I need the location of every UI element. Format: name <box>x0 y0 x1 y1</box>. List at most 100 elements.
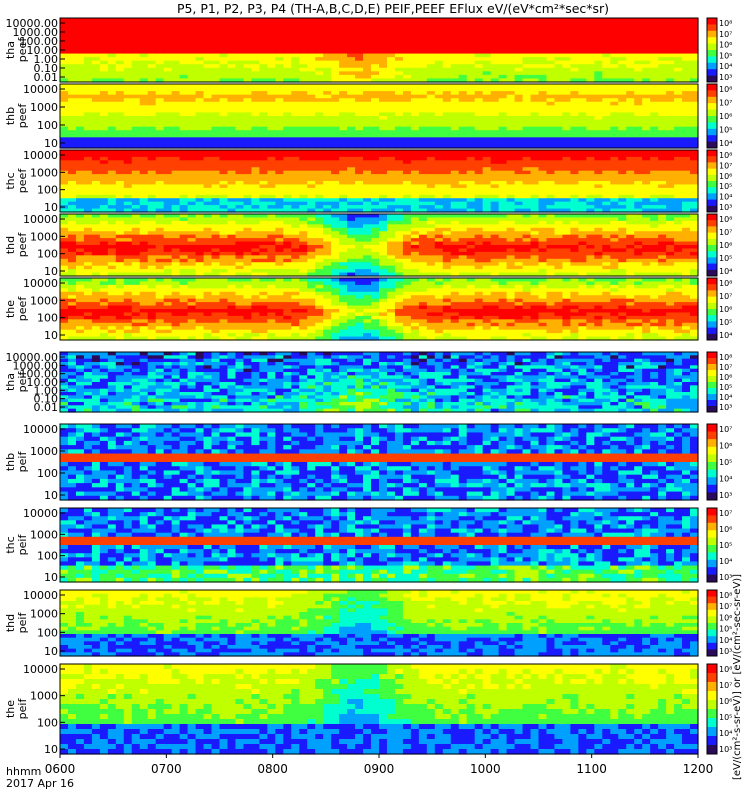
time-axis: 0600 0700 0800 0900 1000 1100 1200 <box>45 754 713 776</box>
y-tick-label: 10000 <box>23 277 58 290</box>
y-tick-label: 10000 <box>23 149 58 162</box>
y-tick-label: 100 <box>37 550 58 563</box>
panel-ylabel: peif <box>16 451 29 473</box>
spectrogram-panel: 10000 1000 100 10 the peef 10⁸ 10⁷ 10⁶ 10⁵ 10⁴ <box>4 277 732 342</box>
x-tick-label: 1100 <box>576 762 607 776</box>
y-tick-label: 10000.00 <box>6 351 59 364</box>
panel-frame <box>59 589 699 657</box>
colorbar-tick-label: 10⁷ <box>719 228 732 237</box>
colorbar-tick-label: 10⁷ <box>719 509 732 518</box>
y-tick-label: 1000.00 <box>13 359 59 372</box>
time-axis-label: hhmm <box>6 765 41 778</box>
y-tick-label: 100.00 <box>20 368 59 381</box>
y-tick-label: 100 <box>37 119 58 132</box>
spectrogram-panel: 10000 1000 100 10 thb peif 10⁷ 10⁶ 10⁵ 10⁴ 10³ <box>4 423 732 502</box>
x-tick-label: 0700 <box>151 762 182 776</box>
colorbar-tick-label: 10⁵ <box>719 182 732 191</box>
x-tick-label: 0600 <box>45 762 76 776</box>
y-tick-label: 100.00 <box>20 35 59 48</box>
colorbar-tick-label: 10⁵ <box>719 51 732 60</box>
y-tick-label: 1000 <box>30 528 58 541</box>
y-tick-label: 100 <box>37 248 58 261</box>
y-tick-label: 1.00 <box>34 384 59 397</box>
x-tick-label: 0900 <box>364 762 395 776</box>
colorbar-tick-label: 10⁷ <box>719 30 732 39</box>
x-tick-label: 0800 <box>257 762 288 776</box>
colorbar-tick-label: 10⁴ <box>719 475 732 484</box>
y-tick-label: 10 <box>44 489 58 502</box>
spectrogram-panel: 10000 1000 100 10 the peif 10⁸ 10⁷ 10⁶ 10⁵ 10⁴ 10³ <box>4 663 732 756</box>
colorbar-tick-label: 10⁶ <box>719 373 732 382</box>
colorbar-tick-label: 10³ <box>719 647 732 656</box>
panel-ylabel: thd <box>4 236 17 254</box>
colorbar: 10⁸ 10⁷ 10⁶ 10⁵ 10⁴ <box>706 83 732 149</box>
panel-ylabel: thc <box>4 536 17 553</box>
colorbar: 10⁸ 10⁷ 10⁶ 10⁵ 10⁴ <box>706 213 732 277</box>
spectrogram-panel: 10000 1000 100 10 thd peif 10⁸ 10⁷ 10⁶ 10⁵ 10⁴ 10³ <box>4 589 732 658</box>
y-tick-label: 100 <box>37 716 58 729</box>
colorbar: 10⁸ 10⁷ 10⁶ 10⁵ 10⁴ <box>706 277 732 341</box>
panel-frame <box>59 423 699 501</box>
colorbar-tick-label: 10⁶ <box>719 305 732 314</box>
colorbar-tick-label: 10⁷ <box>719 602 732 611</box>
y-tick-label: 10.00 <box>27 376 59 389</box>
colorbar-tick-label: 10³ <box>719 491 732 500</box>
y-tick-label: 10 <box>44 743 58 756</box>
colorbar-tick-label: 10⁷ <box>719 99 732 108</box>
y-tick-label: 1000 <box>30 690 58 703</box>
colorbar-tick-label: 10⁵ <box>719 625 732 634</box>
colorbar-tick-label: 10⁶ <box>719 172 732 181</box>
y-tick-label: 1000 <box>30 445 58 458</box>
y-tick-label: 1000 <box>30 101 58 114</box>
y-tick-label: 0.10 <box>34 393 59 406</box>
colorbar-tick-label: 10⁸ <box>719 151 732 160</box>
colorbar-tick-label: 10⁸ <box>719 279 732 288</box>
panel-ylabel: thc <box>4 172 17 189</box>
y-tick-label: 0.10 <box>34 62 59 75</box>
panel-frame <box>59 277 699 341</box>
colorbar-tick-label: 10⁴ <box>719 729 732 738</box>
y-tick-label: 1000.00 <box>13 26 59 39</box>
colorbar: 10⁷ 10⁶ 10⁵ 10⁴ 10³ <box>706 507 732 583</box>
colorbar-tick-label: 10⁴ <box>719 636 732 645</box>
y-tick-label: 100 <box>37 626 58 639</box>
panel-ylabel: the <box>4 300 17 318</box>
colorbar-tick-label: 10⁵ <box>719 458 732 467</box>
panel-frame <box>59 149 699 213</box>
colorbar-tick-label: 10⁴ <box>719 62 732 71</box>
panel-ylabel: peef <box>16 168 29 194</box>
colorbar-tick-label: 10⁶ <box>719 613 732 622</box>
colorbar: 10⁸ 10⁷ 10⁶ 10⁵ 10⁴ 10³ <box>706 589 732 657</box>
spectrogram-panel: 10000 1000 100 10 thd peef 10⁸ 10⁷ 10⁶ 10⁵ 10⁴ <box>4 213 732 278</box>
y-tick-label: 100 <box>37 312 58 325</box>
y-tick-label: 10000 <box>23 213 58 226</box>
y-tick-label: 100 <box>37 467 58 480</box>
colorbar-tick-label: 10⁴ <box>719 557 732 566</box>
colorbar-tick-label: 10⁵ <box>719 254 732 263</box>
colorbar-tick-label: 10³ <box>719 73 732 82</box>
y-tick-label: 10 <box>44 571 58 584</box>
colorbar-tick-label: 10⁶ <box>719 525 732 534</box>
y-tick-label: 1000 <box>30 608 58 621</box>
colorbar-tick-label: 10⁵ <box>719 713 732 722</box>
panel-frame <box>59 83 699 149</box>
colorbar-tick-label: 10⁸ <box>719 591 732 600</box>
colorbar-tick-label: 10⁶ <box>719 112 732 121</box>
colorbar-tick-label: 10⁵ <box>719 541 732 550</box>
colorbar-tick-label: 10⁴ <box>719 267 732 276</box>
y-tick-label: 1000 <box>30 294 58 307</box>
panel-ylabel: peif <box>16 612 29 634</box>
y-tick-label: 10000 <box>23 589 58 602</box>
colorbar-tick-label: 10⁴ <box>719 393 732 402</box>
colorbar-tick-label: 10⁷ <box>719 681 732 690</box>
colorbar-tick-label: 10⁶ <box>719 41 732 50</box>
y-tick-label: 0.01 <box>34 401 59 414</box>
y-tick-label: 100 <box>37 184 58 197</box>
y-tick-label: 10 <box>44 265 58 278</box>
colorbar-tick-label: 10³ <box>719 745 732 754</box>
